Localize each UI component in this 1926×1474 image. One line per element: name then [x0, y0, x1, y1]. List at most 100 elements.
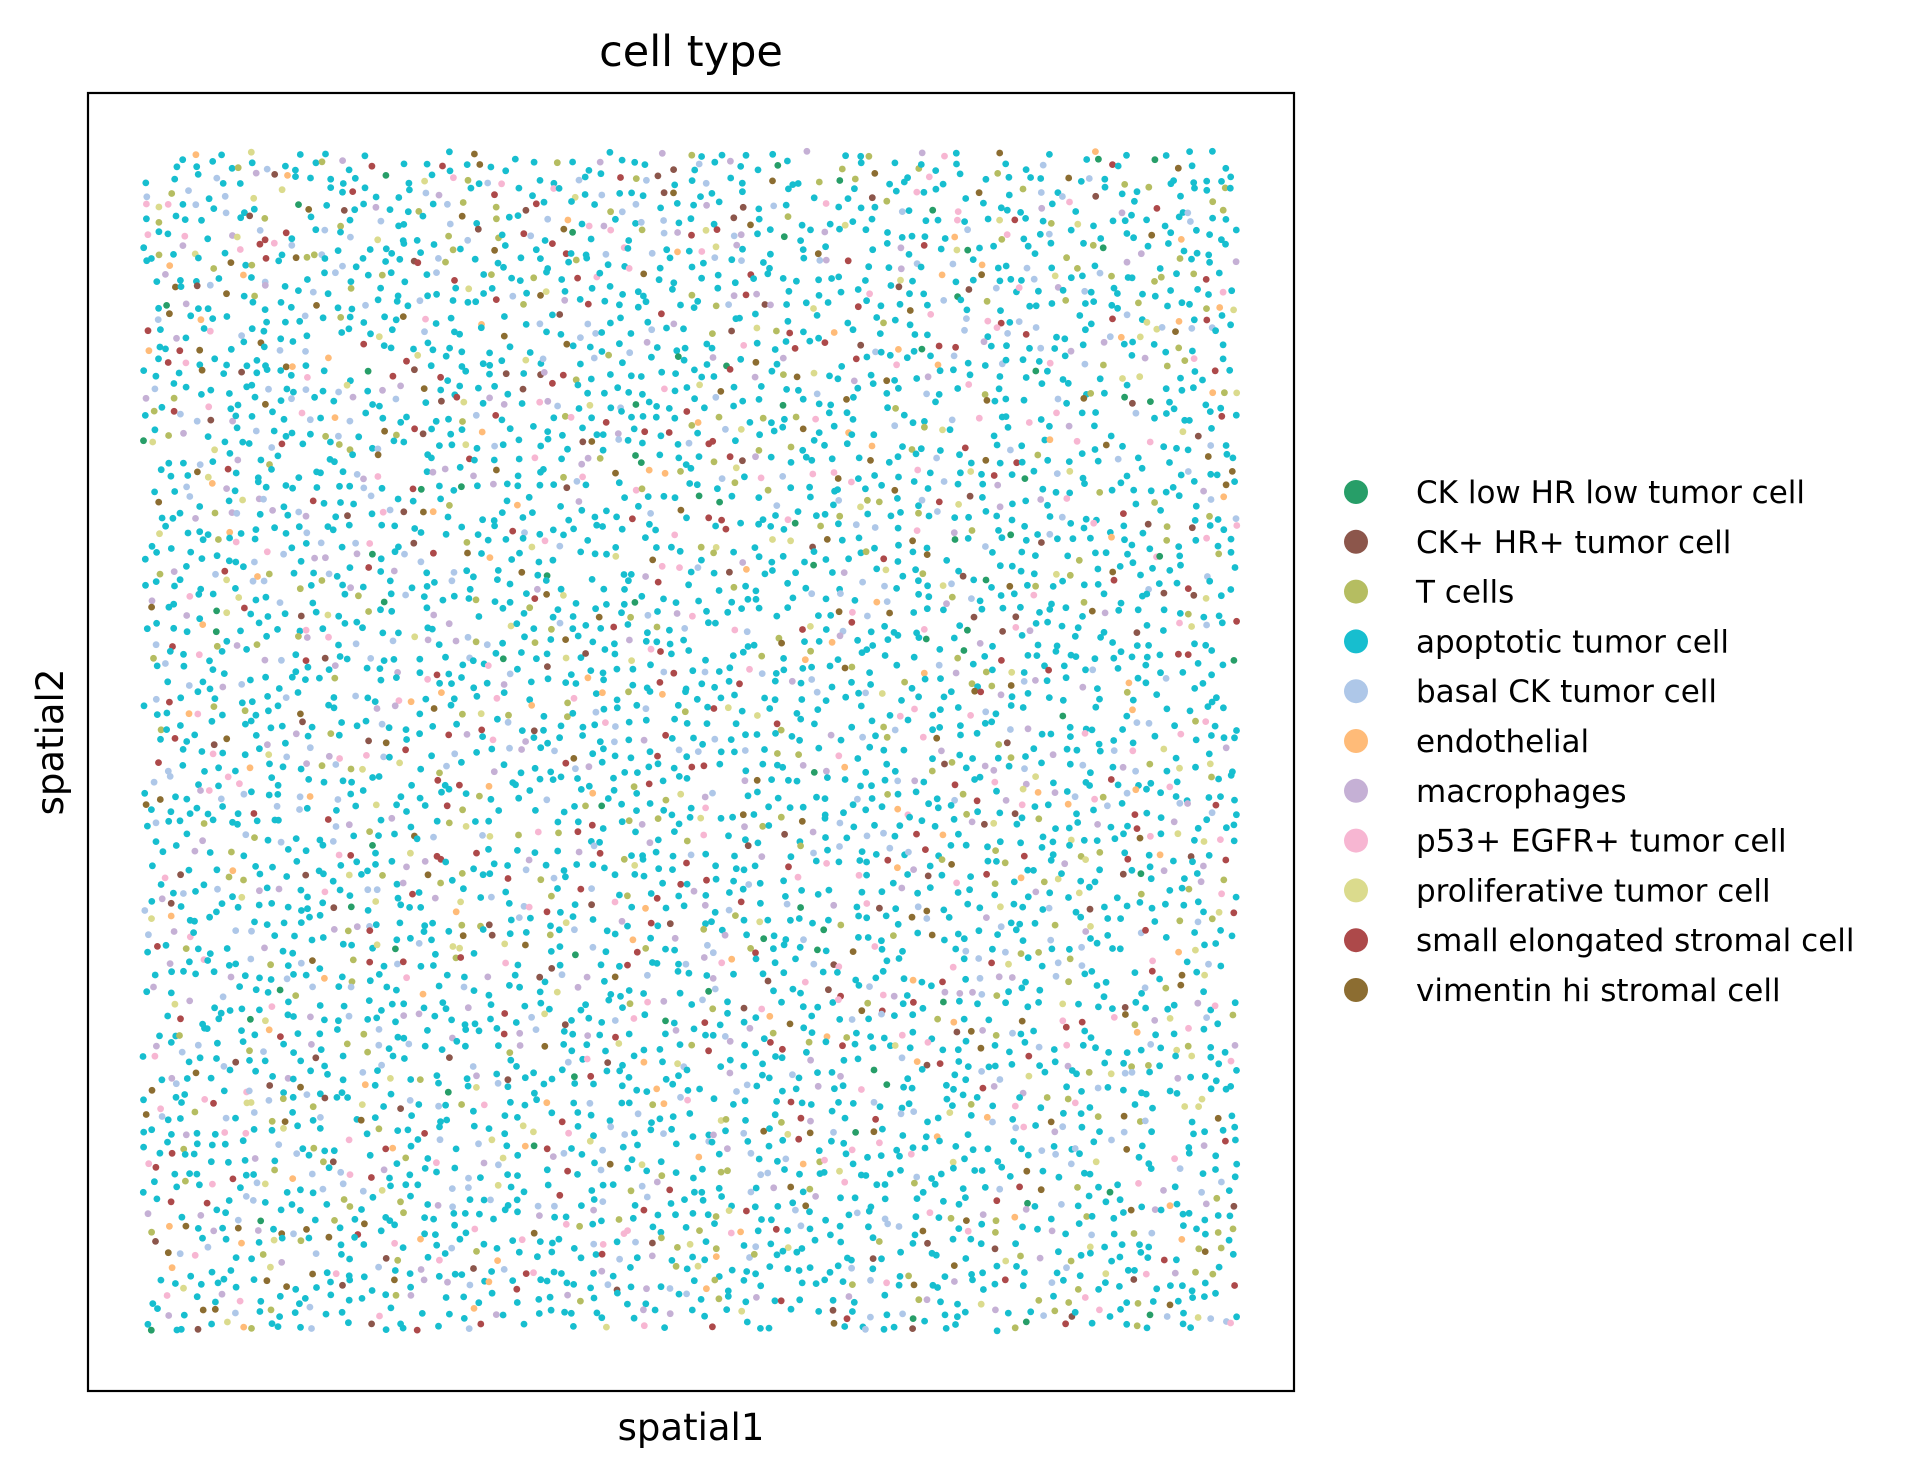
scatter-point	[458, 870, 466, 877]
scatter-point	[670, 764, 678, 772]
scatter-point	[140, 1128, 148, 1136]
scatter-point	[595, 613, 603, 621]
scatter-point	[767, 1039, 774, 1046]
scatter-point	[284, 903, 292, 911]
scatter-point	[400, 1012, 408, 1019]
scatter-point	[303, 332, 311, 340]
scatter-point	[638, 226, 646, 234]
scatter-point	[421, 1214, 428, 1221]
scatter-point	[404, 302, 412, 310]
scatter-point	[1207, 496, 1215, 503]
scatter-point	[183, 628, 191, 636]
scatter-point	[183, 738, 191, 745]
scatter-point	[475, 1027, 483, 1035]
scatter-point	[886, 844, 894, 852]
scatter-point	[1146, 760, 1154, 768]
scatter-point	[582, 802, 589, 810]
scatter-point	[1004, 330, 1011, 337]
scatter-point	[406, 1097, 414, 1104]
scatter-point	[724, 704, 732, 712]
scatter-point	[606, 1160, 614, 1168]
scatter-point	[964, 1227, 972, 1235]
scatter-point	[780, 655, 787, 662]
scatter-point	[579, 723, 587, 731]
scatter-point	[783, 386, 790, 393]
scatter-point	[977, 1044, 985, 1052]
scatter-point	[728, 256, 736, 264]
scatter-point	[886, 712, 894, 719]
scatter-point	[200, 325, 208, 332]
scatter-point	[596, 1031, 604, 1039]
scatter-point	[221, 567, 229, 575]
scatter-point	[656, 1115, 664, 1123]
scatter-point	[612, 1033, 619, 1041]
scatter-point	[668, 650, 675, 658]
scatter-point	[962, 841, 970, 849]
scatter-point	[1200, 487, 1207, 495]
scatter-point	[1173, 270, 1180, 278]
scatter-point	[404, 208, 412, 216]
scatter-point	[810, 305, 817, 312]
scatter-point	[536, 1238, 544, 1245]
scatter-point	[519, 385, 527, 393]
scatter-point	[312, 159, 320, 167]
scatter-point	[943, 600, 950, 608]
scatter-point	[321, 226, 329, 234]
scatter-point	[1044, 501, 1051, 509]
scatter-point	[420, 928, 428, 935]
scatter-point	[409, 485, 417, 493]
scatter-point	[908, 1084, 916, 1092]
scatter-point	[1176, 619, 1183, 627]
scatter-point	[1047, 220, 1055, 227]
scatter-point	[493, 1070, 501, 1078]
scatter-point	[1018, 801, 1026, 809]
scatter-point	[685, 647, 693, 654]
scatter-point	[229, 1175, 237, 1183]
scatter-point	[417, 962, 425, 970]
scatter-point	[477, 1174, 484, 1181]
scatter-point	[172, 1080, 180, 1088]
scatter-point	[648, 353, 655, 361]
scatter-point	[737, 898, 745, 906]
scatter-point	[302, 871, 310, 879]
scatter-point	[948, 580, 955, 588]
scatter-point	[341, 620, 349, 627]
scatter-point	[1211, 367, 1219, 375]
scatter-point	[1005, 988, 1012, 996]
scatter-point	[949, 1102, 956, 1109]
scatter-point	[232, 960, 240, 968]
scatter-point	[660, 229, 668, 237]
scatter-point	[492, 412, 500, 419]
scatter-point	[185, 866, 193, 874]
scatter-point	[458, 921, 466, 929]
scatter-point	[948, 759, 956, 766]
scatter-point	[612, 552, 620, 560]
scatter-point	[893, 361, 900, 369]
scatter-point	[1022, 166, 1030, 174]
scatter-point	[1118, 209, 1126, 217]
scatter-point	[675, 820, 683, 828]
scatter-point	[1091, 878, 1099, 886]
scatter-point	[759, 1060, 766, 1068]
scatter-point	[377, 676, 385, 684]
scatter-point	[320, 870, 327, 878]
scatter-point	[1120, 1086, 1127, 1094]
scatter-point	[393, 801, 400, 809]
scatter-point	[579, 438, 587, 446]
scatter-point	[252, 1067, 259, 1075]
scatter-point	[1045, 666, 1052, 674]
scatter-point	[178, 1213, 186, 1221]
scatter-point	[711, 254, 719, 261]
scatter-point	[407, 1192, 414, 1200]
scatter-point	[520, 1188, 528, 1196]
scatter-point	[578, 506, 586, 514]
scatter-point	[589, 789, 597, 797]
scatter-point	[690, 201, 697, 209]
scatter-point	[295, 287, 302, 294]
scatter-point	[611, 738, 618, 746]
scatter-point	[170, 889, 177, 897]
scatter-point	[996, 216, 1003, 224]
scatter-point	[1101, 175, 1109, 183]
scatter-point	[1167, 229, 1175, 237]
scatter-point	[928, 982, 935, 990]
